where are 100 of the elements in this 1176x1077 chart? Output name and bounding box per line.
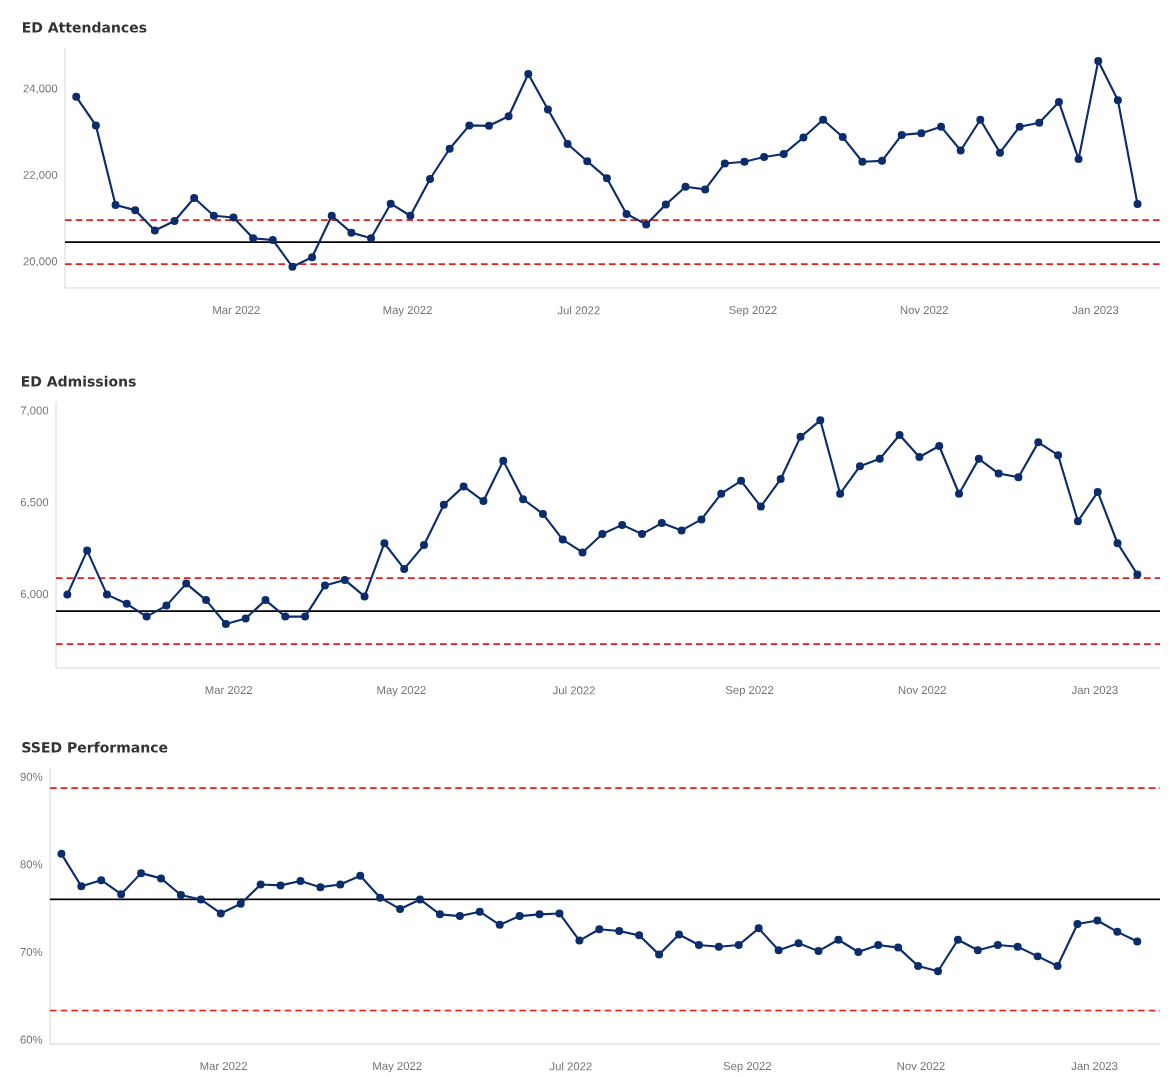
x-tick-label: May 2022 [373,1062,422,1073]
point [598,530,607,539]
point [465,121,474,130]
y-tick-label: 7,000 [20,406,49,416]
point [694,941,703,950]
point [995,148,1004,157]
point [1074,155,1083,164]
point [170,217,179,226]
x-tick-label: Jul 2022 [552,686,595,695]
point [249,234,258,243]
chart-title: SSED Performance [22,741,168,753]
point [416,895,425,904]
point [720,159,729,168]
point [499,456,508,465]
point [917,129,926,138]
point [895,431,904,440]
point [897,131,906,140]
point [953,935,962,944]
point [1034,438,1043,447]
point [475,907,484,916]
point [495,920,504,929]
point [236,899,245,908]
point [535,910,544,919]
point [445,144,454,153]
point [102,590,111,599]
point [347,228,356,237]
point [229,213,238,222]
point [994,469,1003,478]
point [935,442,944,451]
point [618,521,627,530]
point [794,939,803,948]
x-tick-label: Mar 2022 [213,306,260,315]
point [209,211,218,220]
point [855,462,864,471]
point [955,489,964,498]
point [340,576,349,585]
point [1113,927,1122,936]
point [97,876,106,885]
point [455,912,464,921]
point [1113,539,1122,548]
point [515,912,524,921]
y-tick-label: 70% [20,948,43,957]
point [934,967,943,976]
x-tick-label: Sep 2022 [729,306,777,317]
point [131,206,140,215]
point [386,199,395,208]
point [479,497,488,506]
point [356,871,365,880]
point [740,157,749,166]
point [504,112,513,121]
point [320,581,329,590]
point [190,194,199,203]
point [459,482,468,491]
point [1133,937,1142,946]
point [563,140,572,149]
point [157,874,166,883]
point [714,942,723,951]
point [578,548,587,557]
point [142,612,151,621]
point [261,596,270,605]
point [677,526,686,535]
point [1015,122,1024,131]
point [281,612,290,621]
point [524,70,533,79]
point [367,234,376,243]
point [308,253,317,262]
point [216,909,225,918]
point [360,592,369,601]
point [602,174,611,183]
point [622,210,631,219]
point [1094,57,1103,66]
point [754,924,763,933]
point [915,453,924,462]
point [914,962,923,971]
point [72,92,81,101]
chart-title: ED Admissions [21,375,136,387]
point [637,530,646,539]
point [734,941,743,950]
point [1053,962,1062,971]
point [538,510,547,519]
x-tick-label: Mar 2022 [200,1062,247,1071]
point [993,941,1002,950]
point [439,500,448,509]
chart-title: ED Attendances [22,21,147,33]
point [854,948,863,957]
y-tick-label: 6,000 [20,590,49,600]
point [819,115,828,124]
point [858,157,867,166]
point [642,220,651,229]
point [484,121,493,130]
point [63,590,72,599]
point [111,201,120,210]
point [558,535,567,544]
point [776,475,785,484]
point [779,150,788,159]
x-tick-label: Nov 2022 [900,306,948,315]
point [221,620,230,629]
point [874,941,883,950]
point [117,890,126,899]
point [1113,96,1122,105]
